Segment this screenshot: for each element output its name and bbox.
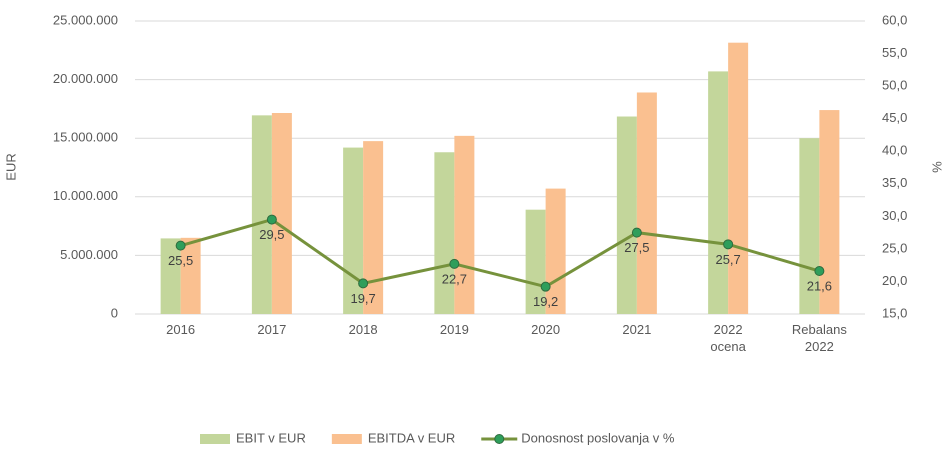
legend-label: EBITDA v EUR bbox=[368, 430, 455, 445]
y-tick-label: 25.000.000 bbox=[53, 12, 118, 27]
line-marker bbox=[175, 240, 186, 251]
x-tick-label: 2016 bbox=[166, 322, 195, 337]
y-tick-label: 10.000.000 bbox=[53, 188, 118, 203]
legend-label: Donosnost poslovanja v % bbox=[521, 430, 675, 445]
x-tick-label: 2021 bbox=[622, 322, 651, 337]
y2-tick-label: 45,0 bbox=[882, 110, 907, 125]
y2-tick-label: 40,0 bbox=[882, 143, 907, 158]
line-marker bbox=[449, 258, 460, 269]
bar bbox=[271, 113, 292, 314]
bar bbox=[525, 209, 546, 314]
x-tick-label: 2020 bbox=[531, 322, 560, 337]
bar bbox=[343, 147, 364, 314]
bar bbox=[363, 141, 384, 314]
data-label: 19,7 bbox=[350, 291, 375, 306]
y2-tick-label: 15,0 bbox=[882, 305, 907, 320]
legend-swatch bbox=[200, 434, 230, 444]
line-marker bbox=[358, 278, 369, 289]
bar bbox=[434, 152, 455, 314]
data-label: 25,7 bbox=[715, 252, 740, 267]
y2-tick-label: 35,0 bbox=[882, 175, 907, 190]
data-label: 19,2 bbox=[533, 294, 558, 309]
line bbox=[180, 217, 820, 289]
y-axis-label: EUR bbox=[3, 153, 18, 180]
line-marker bbox=[723, 239, 734, 250]
x-tick-label: 2022 ocena bbox=[710, 322, 746, 354]
bar bbox=[251, 115, 272, 314]
x-tick-label: 2019 bbox=[440, 322, 469, 337]
legend-label: EBIT v EUR bbox=[236, 430, 306, 445]
y2-tick-label: 30,0 bbox=[882, 208, 907, 223]
y2-axis-label: % bbox=[930, 161, 945, 173]
y-tick-label: 0 bbox=[111, 305, 118, 320]
y-tick-label: 5.000.000 bbox=[60, 247, 118, 262]
y2-tick-label: 20,0 bbox=[882, 273, 907, 288]
x-tick-label: 2017 bbox=[257, 322, 286, 337]
data-label: 22,7 bbox=[442, 271, 467, 286]
x-tick-label: 2018 bbox=[349, 322, 378, 337]
legend-swatch bbox=[331, 434, 362, 444]
bar bbox=[636, 92, 657, 314]
y-tick-label: 15.000.000 bbox=[53, 130, 118, 145]
y2-tick-label: 60,0 bbox=[882, 12, 907, 27]
line-marker bbox=[540, 281, 551, 292]
data-label: 21,6 bbox=[807, 278, 832, 293]
bar bbox=[160, 238, 181, 314]
line-marker bbox=[266, 214, 277, 225]
data-label: 27,5 bbox=[624, 240, 649, 255]
bar bbox=[728, 42, 749, 314]
x-tick-label: Rebalans 2022 bbox=[792, 322, 847, 354]
data-label: 29,5 bbox=[259, 227, 284, 242]
y-tick-label: 20.000.000 bbox=[53, 71, 118, 86]
bar bbox=[180, 237, 201, 314]
y2-tick-label: 25,0 bbox=[882, 240, 907, 255]
bar bbox=[819, 110, 840, 315]
bar bbox=[454, 135, 475, 314]
line-marker bbox=[631, 227, 642, 238]
bar bbox=[616, 116, 637, 314]
legend-swatch bbox=[494, 434, 505, 444]
y2-tick-label: 50,0 bbox=[882, 78, 907, 93]
bar bbox=[708, 71, 729, 315]
y2-tick-label: 55,0 bbox=[882, 45, 907, 60]
data-label: 25,5 bbox=[168, 253, 193, 268]
line-marker bbox=[814, 266, 825, 277]
